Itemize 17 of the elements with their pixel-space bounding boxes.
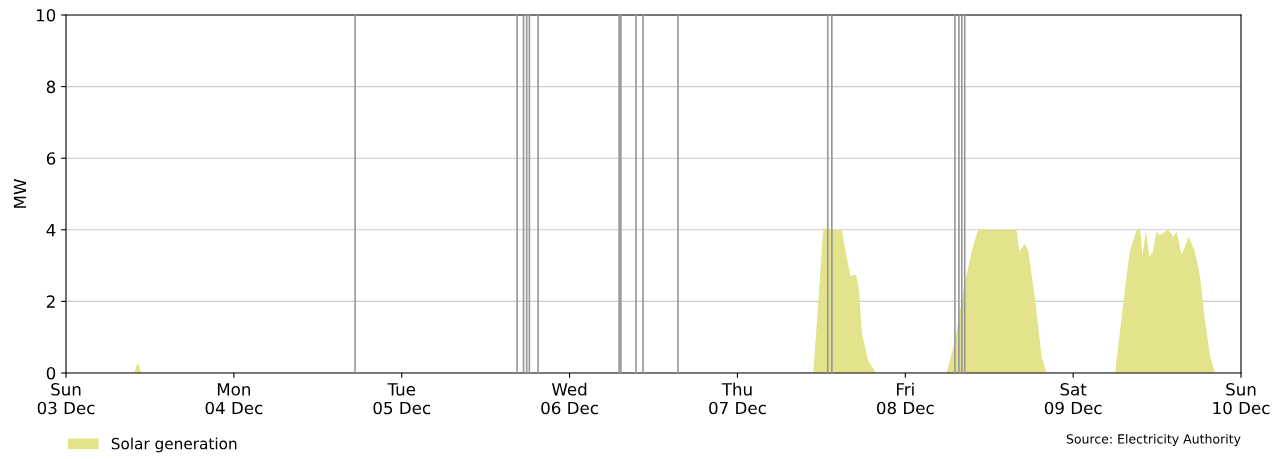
y-axis-title: MW (13, 179, 27, 208)
y-tick-label: 10 (36, 8, 56, 22)
source-note: Source: Electricity Authority (1066, 433, 1241, 447)
x-tick-label: Wed 06 Dec (541, 382, 598, 415)
y-tick-label: 0 (46, 366, 56, 380)
y-tick-label: 6 (46, 152, 56, 165)
x-tick-label: Thu 07 Dec (709, 382, 766, 415)
x-tick-label: Sun 03 Dec (37, 383, 95, 415)
x-tick-label: Sat 09 Dec (1044, 383, 1102, 415)
x-tick-label: Tue 05 Dec (373, 383, 431, 415)
y-tick-label: 8 (46, 80, 56, 94)
x-tick-label: Sun 10 Dec (1213, 383, 1270, 415)
x-tick-label: Fri 08 Dec (877, 382, 934, 415)
y-tick-label: 2 (46, 295, 55, 308)
x-tick-label: Mon 04 Dec (205, 383, 263, 415)
y-tick-label: 4 (46, 223, 56, 237)
legend-label: Solar generation (111, 437, 237, 453)
